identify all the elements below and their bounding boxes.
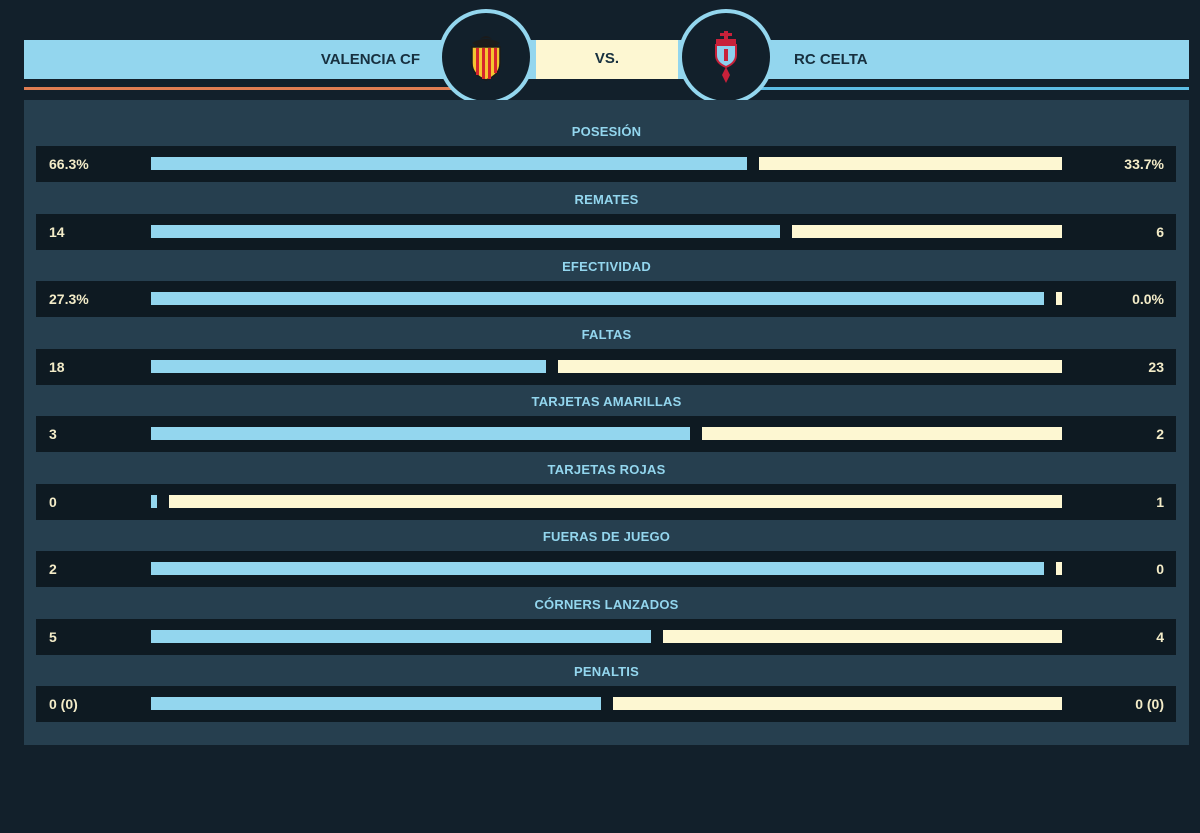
stat-home-value: 5 (49, 628, 57, 645)
stat-away-value: 23 (1148, 358, 1164, 375)
stat-away-value: 2 (1156, 426, 1164, 442)
stat-away-value: 0.0% (1132, 291, 1164, 307)
comparison-bar (151, 427, 1062, 440)
stat-home-value: 66.3% (49, 156, 89, 172)
stat-block-posesion: POSESIÓN 66.3% 33.7% (24, 100, 1189, 182)
away-bar (702, 427, 1062, 440)
stat-label: REMATES (574, 191, 639, 207)
home-accent-line (24, 87, 464, 90)
stat-home-value: 14 (49, 223, 65, 240)
away-bar (613, 697, 1062, 710)
away-bar (663, 629, 1062, 643)
stat-label: TARJETAS AMARILLAS (531, 394, 682, 409)
stat-block-penaltis: PENALTIS 0 (0) 0 (0) (24, 640, 1189, 722)
comparison-bar (151, 224, 1062, 238)
comparison-bar (151, 494, 1062, 508)
stat-home-value: 0 (0) (49, 696, 78, 712)
away-crest-badge[interactable] (678, 9, 774, 105)
away-accent-line (750, 87, 1189, 90)
stat-block-remates: REMATES 14 6 (24, 168, 1189, 250)
stat-away-value: 0 (1156, 561, 1164, 577)
home-bar (151, 292, 1044, 305)
stat-block-corners-lanzados: CÓRNERS LANZADOS 5 4 (24, 573, 1189, 655)
stat-label: PENALTIS (574, 664, 639, 679)
stat-block-tarjetas-rojas: TARJETAS ROJAS 0 1 (24, 438, 1189, 520)
stat-row: 0 (0) 0 (0) (36, 686, 1176, 722)
stat-away-value: 6 (1156, 223, 1164, 240)
home-bar (151, 157, 747, 170)
stat-home-value: 27.3% (49, 291, 89, 307)
stat-block-tarjetas-amarillas: TARJETAS AMARILLAS 3 2 (24, 370, 1189, 452)
stat-away-value: 1 (1156, 493, 1164, 510)
home-bar (151, 427, 690, 440)
stat-label: EFECTIVIDAD (562, 259, 651, 274)
away-bar (792, 224, 1062, 238)
stat-row: 66.3% 33.7% (36, 146, 1176, 182)
vs-label: VS. (594, 50, 620, 67)
stat-away-value: 33.7% (1124, 156, 1164, 172)
stat-away-value: 0 (0) (1135, 696, 1164, 712)
away-bar (558, 359, 1062, 373)
stat-label: FALTAS (581, 326, 632, 342)
stat-home-value: 2 (49, 561, 57, 577)
away-team-name[interactable]: RC CELTA (794, 51, 868, 68)
comparison-bar (151, 157, 1062, 170)
stat-home-value: 0 (49, 493, 57, 510)
home-bar (151, 224, 780, 238)
home-team-name[interactable]: VALENCIA CF (320, 51, 420, 68)
stat-block-fueras-de-juego: FUERAS DE JUEGO 2 0 (24, 505, 1189, 587)
away-bar (759, 157, 1062, 170)
stat-home-value: 18 (49, 358, 65, 375)
stat-label: CÓRNERS LANZADOS (534, 596, 679, 612)
home-bar (151, 359, 546, 373)
home-bar (151, 697, 601, 710)
home-bar (151, 562, 1044, 575)
comparison-bar (151, 629, 1062, 643)
stat-away-value: 4 (1156, 628, 1164, 645)
comparison-bar (151, 292, 1062, 305)
stat-block-efectividad: EFECTIVIDAD 27.3% 0.0% (24, 235, 1189, 317)
home-bar (151, 494, 157, 508)
stat-label: TARJETAS ROJAS (547, 461, 666, 477)
stat-block-faltas: FALTAS 18 23 (24, 303, 1189, 385)
away-bar (169, 494, 1062, 508)
comparison-bar (151, 562, 1062, 575)
away-bar (1056, 292, 1062, 305)
comparison-bar (151, 697, 1062, 710)
stat-row: 27.3% 0.0% (36, 281, 1176, 317)
stat-row: 14 6 (36, 213, 1176, 250)
stats-panel: POSESIÓN 66.3% 33.7% REMATES 14 6 EFECTIVIDAD 2… (24, 100, 1189, 745)
rc-celta-crest-icon (715, 31, 737, 83)
stat-label: POSESIÓN (571, 124, 642, 139)
valencia-cf-crest-icon (471, 36, 501, 81)
home-bar (151, 629, 651, 643)
stat-home-value: 3 (49, 426, 57, 442)
stat-row: 18 23 (36, 348, 1176, 385)
away-bar (1056, 562, 1062, 575)
vs-panel (536, 40, 678, 79)
comparison-bar (151, 359, 1062, 373)
home-crest-badge[interactable] (438, 9, 534, 105)
stat-label: FUERAS DE JUEGO (542, 529, 671, 544)
